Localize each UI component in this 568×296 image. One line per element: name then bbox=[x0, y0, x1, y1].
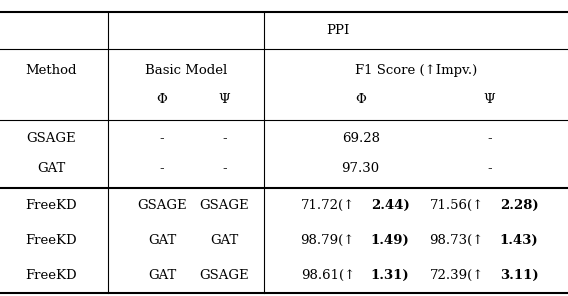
Text: FreeKD: FreeKD bbox=[26, 269, 77, 282]
Text: 71.56(↑: 71.56(↑ bbox=[430, 199, 484, 212]
Text: Method: Method bbox=[26, 64, 77, 77]
Text: Φ: Φ bbox=[355, 94, 366, 107]
Text: Basic Model: Basic Model bbox=[145, 64, 227, 77]
Text: 98.79(↑: 98.79(↑ bbox=[300, 234, 355, 247]
Text: 2.28): 2.28) bbox=[500, 199, 538, 212]
Text: 2.44): 2.44) bbox=[371, 199, 410, 212]
Text: 72.39(↑: 72.39(↑ bbox=[429, 269, 484, 282]
Text: 97.30: 97.30 bbox=[341, 163, 380, 176]
Text: F1 Score (↑Impv.): F1 Score (↑Impv.) bbox=[355, 64, 477, 77]
Text: Ψ: Ψ bbox=[219, 94, 230, 107]
Text: 3.11): 3.11) bbox=[500, 269, 538, 282]
Text: -: - bbox=[487, 132, 492, 145]
Text: GAT: GAT bbox=[210, 234, 239, 247]
Text: -: - bbox=[487, 163, 492, 176]
Text: -: - bbox=[222, 132, 227, 145]
Text: -: - bbox=[222, 163, 227, 176]
Text: Ψ: Ψ bbox=[484, 94, 495, 107]
Text: GSAGE: GSAGE bbox=[199, 199, 249, 212]
Text: 1.31): 1.31) bbox=[371, 269, 410, 282]
Text: -: - bbox=[160, 163, 164, 176]
Text: GAT: GAT bbox=[148, 234, 176, 247]
Text: 69.28: 69.28 bbox=[342, 132, 379, 145]
Text: GAT: GAT bbox=[148, 269, 176, 282]
Text: FreeKD: FreeKD bbox=[26, 234, 77, 247]
Text: 98.61(↑: 98.61(↑ bbox=[301, 269, 355, 282]
Text: FreeKD: FreeKD bbox=[26, 199, 77, 212]
Text: GSAGE: GSAGE bbox=[137, 199, 187, 212]
Text: -: - bbox=[160, 132, 164, 145]
Text: 71.72(↑: 71.72(↑ bbox=[300, 199, 355, 212]
Text: 1.49): 1.49) bbox=[371, 234, 410, 247]
Text: Φ: Φ bbox=[156, 94, 168, 107]
Text: GSAGE: GSAGE bbox=[199, 269, 249, 282]
Text: GAT: GAT bbox=[37, 163, 65, 176]
Text: 1.43): 1.43) bbox=[500, 234, 538, 247]
Text: 98.73(↑: 98.73(↑ bbox=[429, 234, 484, 247]
Text: GSAGE: GSAGE bbox=[26, 132, 76, 145]
Text: PPI: PPI bbox=[326, 24, 350, 37]
